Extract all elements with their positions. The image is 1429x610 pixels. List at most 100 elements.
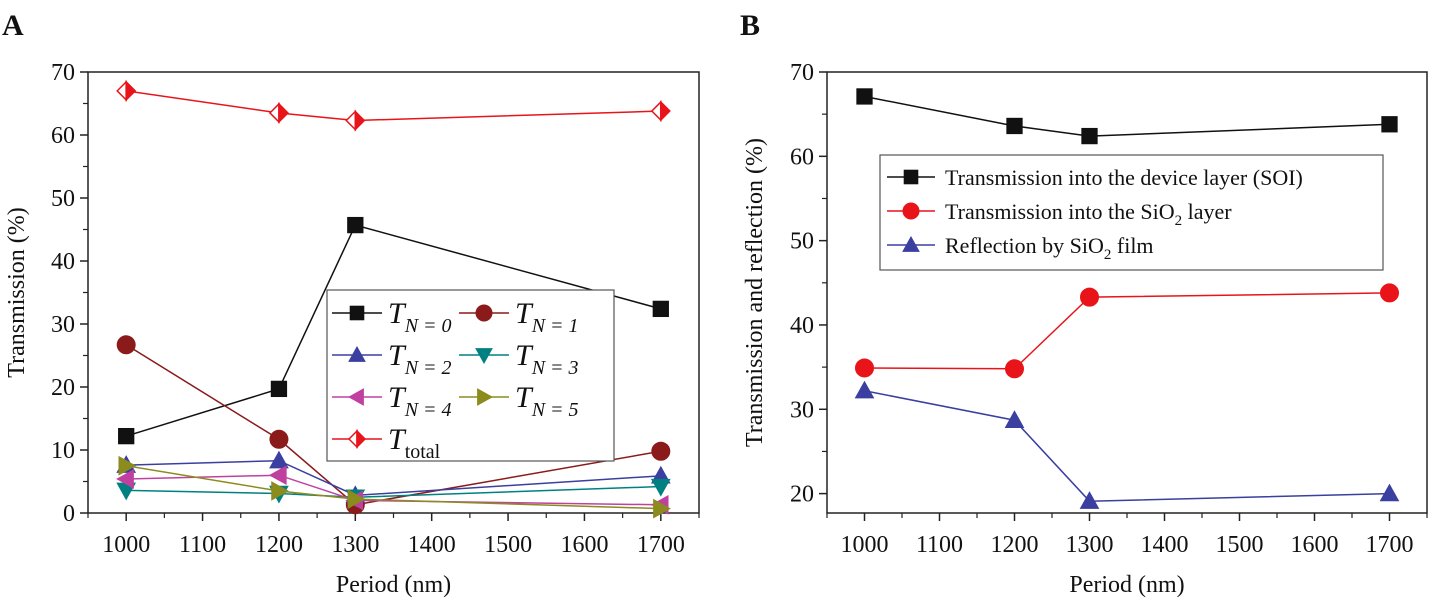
x-tick-label: 1600 [1291,532,1339,558]
series-line [125,224,662,437]
series-line [125,344,661,506]
panel-label: A [2,9,24,42]
y-tick-label: 70 [790,60,814,86]
legend-marker [347,388,364,406]
series-0 [856,88,1398,145]
data-point [269,450,289,469]
data-point [653,498,671,519]
data-point [268,102,289,124]
data-point [116,80,137,102]
x-tick-label: 1000 [102,532,150,558]
x-tick-label: 1400 [1141,532,1189,558]
x-tick-label: 1300 [1066,532,1114,558]
y-tick-label: 60 [51,123,75,149]
legend-subscript: N = 3 [531,357,579,379]
y-tick-label: 40 [51,249,75,275]
y-tick-label: 50 [51,186,75,212]
data-point [856,88,873,105]
legend-label: Transmission into the device layer (SOI) [945,165,1303,190]
legend-subscript: 2 [1175,213,1183,229]
series-line [126,90,661,122]
marker-right-half [354,109,366,132]
marker-left-half [345,109,357,132]
x-tick-label: 1200 [255,532,303,558]
legend-marker [903,169,919,185]
x-tick-label: 1200 [991,532,1039,558]
legend-marker [902,235,920,252]
legend-marker [349,305,365,321]
data-point [1006,117,1023,135]
legend-subscript: N = 0 [404,315,452,337]
legend-subscript: total [405,441,441,463]
y-tick-label: 70 [51,60,75,86]
data-point [1005,359,1024,379]
legend-marker [477,388,494,406]
series-line [126,474,661,506]
y-tick-label: 20 [51,375,75,401]
legend-subscript: N = 5 [531,399,579,421]
data-point [1081,127,1098,145]
plot-frame [826,71,1428,514]
y-tick-label: 30 [790,397,814,423]
x-tick-label: 1600 [560,532,608,558]
data-point [118,455,137,476]
series-1 [855,283,1399,379]
data-point [1381,116,1398,133]
legend: Transmission into the device layer (SOI)… [879,154,1384,271]
series-line [126,485,661,499]
marker-left-half [268,102,280,124]
data-point [650,100,671,122]
series-line [864,95,1390,137]
data-point [1380,283,1399,303]
data-point [651,441,671,461]
x-tick-label: 1700 [1366,532,1414,558]
legend-marker [347,429,367,449]
marker-left-half [116,80,127,102]
x-tick-label: 1500 [1216,532,1264,558]
legend-marker [475,348,493,365]
x-axis-label: Period (nm) [1069,572,1184,598]
x-axis-label: Period (nm) [336,572,451,598]
series-5 [118,455,671,519]
legend-label-rest: layer [1182,199,1232,224]
marker-left-half [650,100,662,122]
legend-subscript: N = 1 [531,315,579,337]
data-point [854,380,875,399]
marker-right-half [356,429,367,449]
series-line [126,465,661,510]
marker-right-half [660,100,671,122]
data-point [1080,287,1099,307]
y-axis-label: Transmission and reflection (%) [742,138,768,447]
series-0 [118,216,669,445]
data-point [116,469,134,489]
y-tick-label: 20 [790,482,814,508]
data-point [269,429,289,449]
panel-label: B [740,9,760,42]
panel-b: B 1000 1100 1200 1300 1400 1500 1600 1700 20 30 40 5… [740,9,1428,598]
data-point [271,481,289,501]
y-axis-label: Transmission (%) [4,207,30,377]
x-tick-label: 1300 [331,532,379,558]
y-tick-label: 50 [790,229,814,255]
data-point [270,380,288,398]
y-tick-label: 60 [790,144,814,170]
x-tick-label: 1000 [841,532,889,558]
data-point [1079,491,1100,509]
data-point [650,478,671,497]
data-point [268,465,287,486]
data-point [345,109,366,132]
legend-marker [475,304,493,322]
data-point [347,489,366,509]
series-2 [854,380,1400,509]
x-tick-label: 1100 [179,532,226,558]
legend-marker [902,202,920,220]
marker-right-half [125,80,137,102]
legend-box [326,289,615,462]
data-point [1379,483,1400,502]
marker-right-half [278,102,289,124]
legend-label-rest: film [1111,233,1153,258]
series-6 [116,80,671,132]
legend-box [879,154,1384,271]
legend-subscript: 2 [1104,247,1112,263]
